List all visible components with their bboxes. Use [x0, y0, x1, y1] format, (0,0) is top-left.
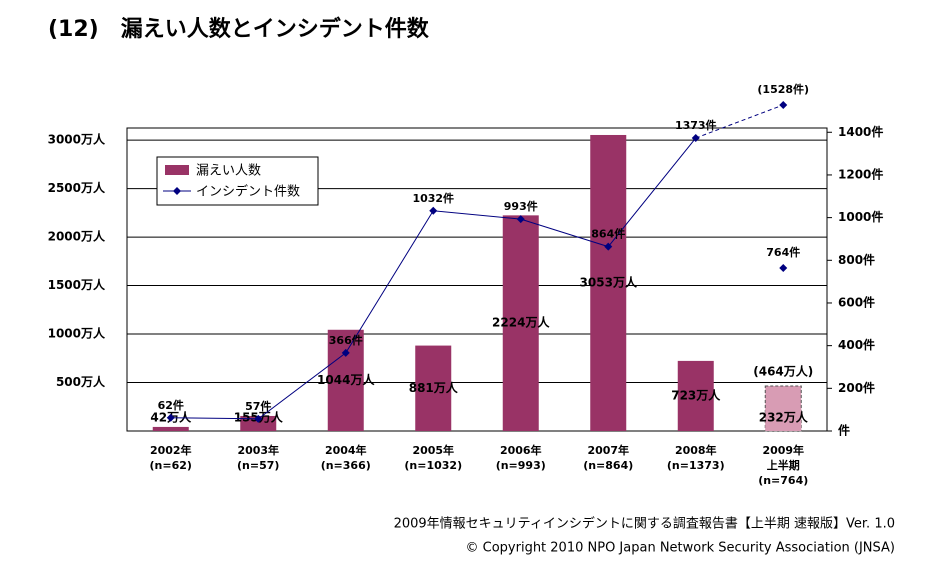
legend-label: インシデント件数 [196, 184, 300, 200]
line-label: 1032件 [412, 191, 454, 205]
bar [415, 345, 452, 431]
y-tick-label: 3000万人 [48, 132, 106, 147]
line-label: 864件 [591, 227, 625, 241]
plot-frame [126, 127, 828, 432]
x-tick-label: 2006年 [500, 443, 542, 457]
line-marker [254, 414, 263, 423]
line-label: 993件 [504, 199, 538, 213]
y2-tick-label: 600件 [838, 294, 875, 309]
x-tick-label: (n=1032) [404, 459, 462, 472]
x-tick-label: (n=993) [496, 459, 546, 472]
projected-line [695, 104, 784, 139]
line-marker [341, 348, 350, 357]
bar-label: 881万人 [409, 380, 459, 395]
x-tick-label: 上半期 [767, 458, 800, 472]
legend-swatch [165, 165, 189, 175]
x-tick-label: 2007年 [587, 443, 629, 457]
line-label: 366件 [329, 333, 363, 347]
x-tick-label: 2004年 [325, 443, 367, 457]
line-label: 62件 [158, 398, 184, 412]
line-marker [779, 100, 788, 109]
projected-label: (464万人) [753, 364, 813, 379]
bar-label: 2224万人 [492, 315, 550, 330]
line-marker [691, 134, 700, 143]
line-label: 1373件 [675, 118, 717, 132]
y2-tick-label: 1000件 [838, 209, 883, 224]
bar-label: 232万人 [759, 410, 809, 425]
line-marker [429, 206, 438, 215]
y-tick-label: 2000万人 [48, 229, 106, 244]
x-tick-label: (n=864) [583, 459, 633, 472]
bar [152, 426, 189, 431]
y-tick-label: 2500万人 [48, 180, 106, 195]
bar [590, 134, 627, 431]
bar [240, 415, 277, 431]
line-label: 57件 [245, 399, 271, 413]
x-tick-label: (n=57) [237, 459, 279, 472]
x-tick-label: (n=1373) [667, 459, 725, 472]
y2-tick-label: 1400件 [838, 124, 883, 139]
x-tick-label: 2008年 [675, 443, 717, 457]
x-tick-label: 2009年 [762, 443, 804, 457]
bar [677, 360, 714, 431]
footer: © Copyright 2010 NPO Japan Network Secur… [466, 541, 896, 556]
x-tick-label: 2005年 [412, 443, 454, 457]
bar [502, 215, 539, 431]
projected-label: (1528件) [757, 82, 809, 96]
footer: 2009年情報セキュリティインシデントに関する調査報告書【上半期 速報版】Ver… [394, 516, 895, 532]
y2-tick-label: 400件 [838, 337, 875, 352]
line-marker [166, 413, 175, 422]
chart-title: (12) 漏えい人数とインシデント件数 [48, 16, 430, 42]
bar [327, 329, 364, 431]
y2-tick-label: 件 [838, 423, 850, 438]
x-tick-label: 2003年 [237, 443, 279, 457]
line-marker [779, 263, 788, 272]
x-tick-label: 2002年 [150, 443, 192, 457]
x-tick-label: (n=764) [758, 474, 808, 487]
y2-tick-label: 800件 [838, 252, 875, 267]
bar-label: 1044万人 [317, 372, 375, 387]
line-marker [604, 242, 613, 251]
y-tick-label: 1000万人 [48, 326, 106, 341]
y2-tick-label: 1200件 [838, 166, 883, 181]
y-tick-label: 1500万人 [48, 277, 106, 292]
half-year-label: 764件 [766, 245, 800, 259]
x-tick-label: (n=62) [150, 459, 192, 472]
x-tick-label: (n=366) [321, 459, 371, 472]
bar-label: 3053万人 [580, 274, 638, 289]
legend-marker [173, 187, 181, 195]
bar [765, 408, 802, 431]
y2-tick-label: 200件 [838, 380, 875, 395]
line-marker [516, 215, 525, 224]
legend-label: 漏えい人数 [196, 163, 261, 179]
bar-label: 723万人 [671, 387, 721, 402]
y-tick-label: 500万人 [56, 374, 106, 389]
